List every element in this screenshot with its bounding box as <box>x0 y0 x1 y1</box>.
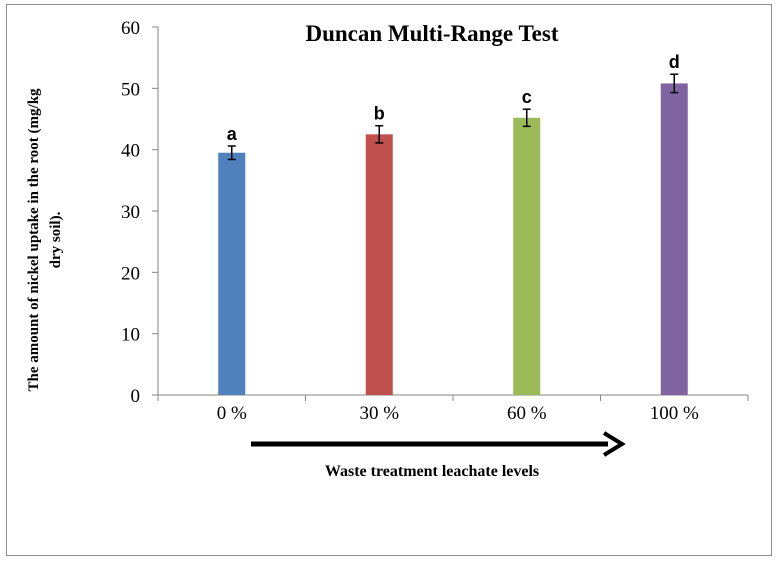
chart-title: Duncan Multi-Range Test <box>305 21 558 46</box>
y-tick-label: 50 <box>121 79 140 100</box>
significance-letter: a <box>227 124 238 144</box>
x-tick-label: 100 % <box>650 403 699 424</box>
bar <box>660 83 688 395</box>
error-bars <box>227 73 679 161</box>
x-tick-label: 0 % <box>217 403 247 424</box>
bar <box>513 117 541 396</box>
bars <box>218 83 688 396</box>
x-ticks <box>157 395 749 401</box>
y-tick-label: 20 <box>121 263 140 284</box>
arrow-head-icon <box>602 431 626 457</box>
y-axis-label-line2: dry soil). <box>48 211 64 268</box>
y-tick-label: 40 <box>121 141 140 162</box>
significance-letters: a b c d <box>227 52 680 144</box>
y-tick-label: 0 <box>131 386 141 407</box>
significance-letter: c <box>522 87 532 107</box>
significance-letter: d <box>669 52 680 72</box>
y-tick-label: 30 <box>121 202 140 223</box>
x-tick-labels: 0 % 30 % 60 % 100 % <box>217 403 699 424</box>
direction-arrow <box>251 431 626 457</box>
significance-letter: b <box>374 104 385 124</box>
y-tick-label: 60 <box>121 18 140 39</box>
bar <box>218 152 246 395</box>
bar <box>365 134 393 396</box>
x-axis-label: Waste treatment leachate levels <box>325 463 539 480</box>
y-tick-label: 10 <box>121 325 140 346</box>
y-axis-label-line1: The amount of nickel uptake in the root … <box>26 88 42 392</box>
x-tick-label: 60 % <box>507 403 547 424</box>
y-ticks: 0 10 20 30 40 50 60 <box>121 18 158 407</box>
x-tick-label: 30 % <box>359 403 399 424</box>
y-axis-label: The amount of nickel uptake in the root … <box>26 88 64 392</box>
